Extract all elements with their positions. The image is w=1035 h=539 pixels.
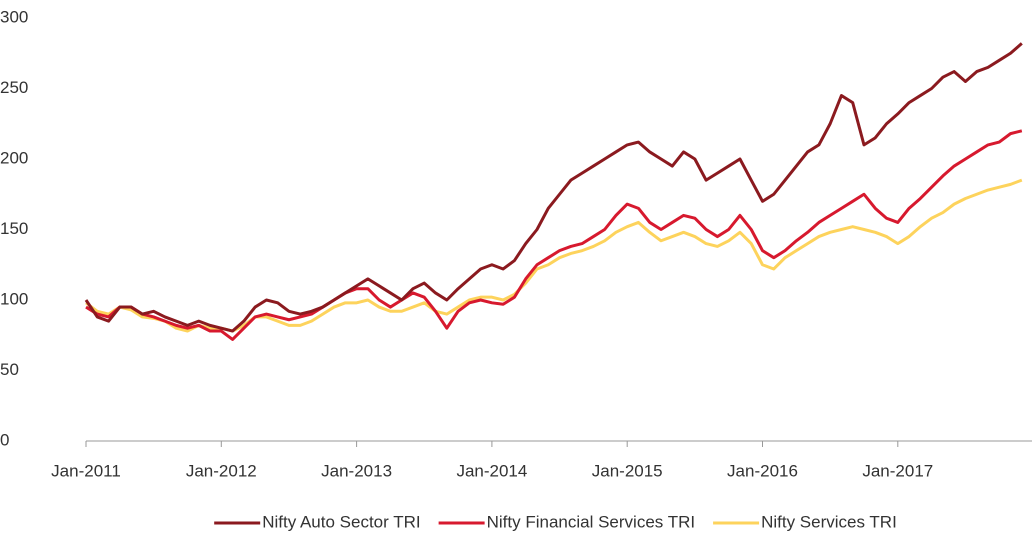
x-tick-label: Jan-2012 bbox=[186, 461, 257, 480]
legend-label: Nifty Financial Services TRI bbox=[487, 512, 695, 531]
legend-label: Nifty Auto Sector TRI bbox=[262, 512, 420, 531]
legend-label: Nifty Services TRI bbox=[761, 512, 897, 531]
series-line bbox=[85, 178, 1023, 333]
y-tick-label: 150 bbox=[0, 219, 28, 238]
y-tick-label: 300 bbox=[0, 7, 28, 26]
x-tick-label: Jan-2016 bbox=[727, 461, 798, 480]
series-line bbox=[85, 129, 1023, 341]
y-tick-label: 250 bbox=[0, 78, 28, 97]
y-tick-label: 200 bbox=[0, 148, 28, 167]
series-line bbox=[84, 42, 1023, 333]
y-tick-label: 0 bbox=[0, 430, 9, 449]
y-tick-label: 50 bbox=[0, 360, 19, 379]
y-tick-label: 100 bbox=[0, 289, 28, 308]
x-tick-label: Jan-2011 bbox=[51, 461, 121, 480]
x-tick-label: Jan-2015 bbox=[592, 461, 663, 480]
x-tick-label: Jan-2014 bbox=[456, 461, 527, 480]
x-tick-label: Jan-2013 bbox=[321, 461, 392, 480]
x-tick-label: Jan-2017 bbox=[862, 461, 933, 480]
